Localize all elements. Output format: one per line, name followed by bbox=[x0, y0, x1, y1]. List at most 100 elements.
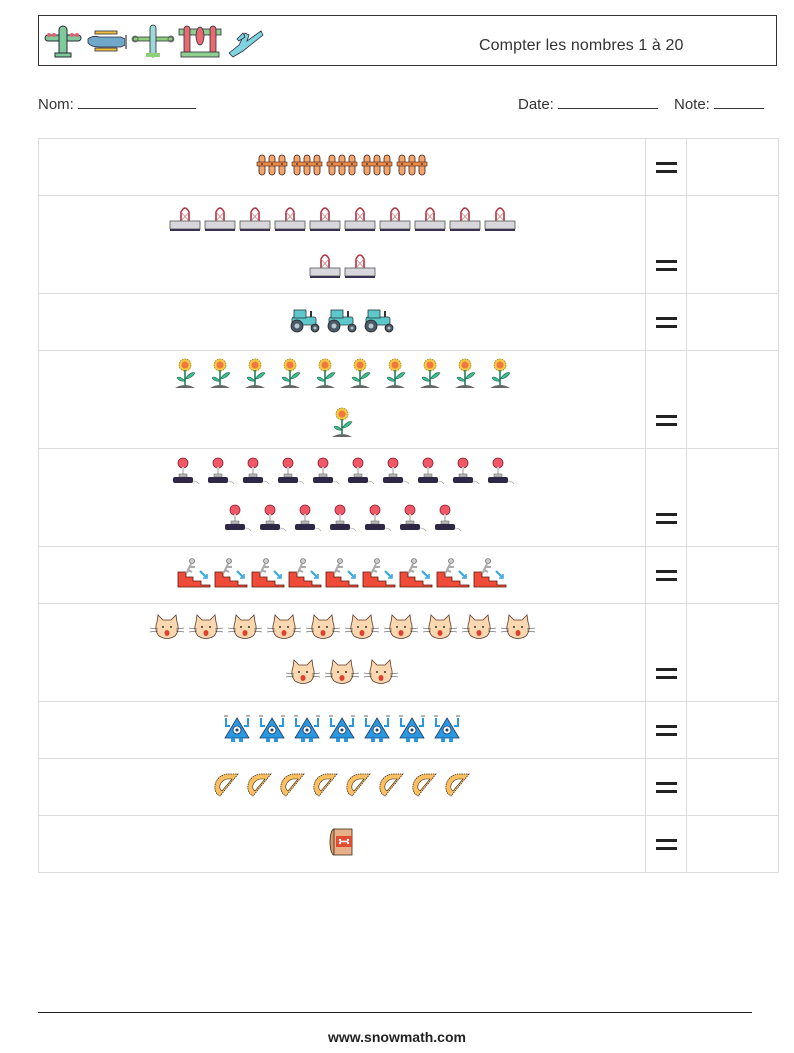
equals-cell bbox=[645, 815, 687, 873]
protractor-icon bbox=[377, 771, 407, 804]
joystick-icon bbox=[484, 457, 516, 492]
sunflower-icon bbox=[484, 357, 516, 394]
equals-cell bbox=[645, 448, 687, 547]
cat-face-icon bbox=[324, 658, 360, 692]
sunflower-icon bbox=[169, 357, 201, 394]
binder-clip-icon bbox=[344, 204, 376, 239]
protractor-icon bbox=[443, 771, 473, 804]
airplane-green-icon bbox=[43, 23, 83, 59]
picture-line bbox=[39, 307, 645, 338]
note-line[interactable] bbox=[713, 94, 764, 109]
note-field: Note: bbox=[674, 94, 764, 113]
answer-cell[interactable] bbox=[686, 603, 779, 702]
joystick-icon bbox=[239, 457, 271, 492]
joystick-icon bbox=[361, 504, 393, 539]
equals-cell bbox=[645, 195, 687, 294]
picture-cell bbox=[38, 758, 646, 816]
answer-cell[interactable] bbox=[686, 815, 779, 873]
joystick-icon bbox=[291, 504, 323, 539]
tractor-icon bbox=[362, 307, 396, 338]
date-label: Date: bbox=[518, 96, 554, 113]
equals-sign bbox=[655, 834, 677, 855]
picture-cell bbox=[38, 138, 646, 196]
equals-sign bbox=[655, 508, 677, 529]
picture-cell bbox=[38, 448, 646, 547]
equals-sign bbox=[655, 157, 677, 178]
picture-line bbox=[39, 457, 645, 492]
joystick-icon bbox=[326, 504, 358, 539]
table-row bbox=[38, 195, 779, 294]
binder-clip-icon bbox=[204, 204, 236, 239]
equals-cell bbox=[645, 138, 687, 196]
cat-face-icon bbox=[305, 613, 341, 647]
sunflower-icon bbox=[239, 357, 271, 394]
picture-line bbox=[39, 712, 645, 749]
biplane-blue-icon bbox=[85, 23, 129, 59]
answer-cell[interactable] bbox=[686, 350, 779, 449]
jet-plane-icon bbox=[225, 23, 265, 59]
stairs-down-icon bbox=[177, 557, 211, 593]
picture-line bbox=[39, 153, 645, 182]
equals-cell bbox=[645, 350, 687, 449]
stairs-down-icon bbox=[399, 557, 433, 593]
equals-sign bbox=[655, 255, 677, 276]
sunflower-icon bbox=[379, 357, 411, 394]
fence-icon bbox=[256, 153, 288, 182]
binder-clip-icon bbox=[239, 204, 271, 239]
equals-sign bbox=[655, 777, 677, 798]
answer-cell[interactable] bbox=[686, 758, 779, 816]
answer-cell[interactable] bbox=[686, 448, 779, 547]
joystick-icon bbox=[414, 457, 446, 492]
equals-sign bbox=[655, 565, 677, 586]
joystick-icon bbox=[169, 457, 201, 492]
cat-face-icon bbox=[344, 613, 380, 647]
picture-cell bbox=[38, 815, 646, 873]
fence-icon bbox=[361, 153, 393, 182]
joystick-icon bbox=[309, 457, 341, 492]
fence-icon bbox=[396, 153, 428, 182]
answer-cell[interactable] bbox=[686, 195, 779, 294]
protractor-icon bbox=[212, 771, 242, 804]
equals-cell bbox=[645, 758, 687, 816]
picture-line bbox=[39, 557, 645, 593]
robot-icon bbox=[396, 712, 428, 749]
equals-cell bbox=[645, 701, 687, 759]
robot-icon bbox=[361, 712, 393, 749]
answer-cell[interactable] bbox=[686, 701, 779, 759]
picture-cell bbox=[38, 350, 646, 449]
equals-sign bbox=[655, 663, 677, 684]
cat-face-icon bbox=[188, 613, 224, 647]
cat-face-icon bbox=[422, 613, 458, 647]
picture-line bbox=[39, 826, 645, 863]
table-row bbox=[38, 758, 779, 816]
joystick-icon bbox=[274, 457, 306, 492]
robot-icon bbox=[256, 712, 288, 749]
protractor-icon bbox=[311, 771, 341, 804]
binder-clip-icon bbox=[484, 204, 516, 239]
cat-face-icon bbox=[500, 613, 536, 647]
pet-food-can-icon bbox=[328, 826, 356, 863]
sunflower-icon bbox=[414, 357, 446, 394]
binder-clip-icon bbox=[274, 204, 306, 239]
answer-cell[interactable] bbox=[686, 546, 779, 604]
propeller-plane-icon bbox=[131, 23, 175, 59]
picture-line bbox=[39, 771, 645, 804]
equals-cell bbox=[645, 546, 687, 604]
picture-line bbox=[39, 658, 645, 692]
equals-cell bbox=[645, 293, 687, 351]
binder-clip-icon bbox=[344, 251, 376, 286]
equals-sign bbox=[655, 720, 677, 741]
joystick-icon bbox=[449, 457, 481, 492]
name-label: Nom: bbox=[38, 96, 74, 113]
robot-icon bbox=[221, 712, 253, 749]
fence-icon bbox=[326, 153, 358, 182]
equals-sign bbox=[655, 410, 677, 431]
name-line[interactable] bbox=[77, 94, 196, 109]
answer-cell[interactable] bbox=[686, 138, 779, 196]
date-line[interactable] bbox=[557, 94, 658, 109]
robot-icon bbox=[431, 712, 463, 749]
sunflower-icon bbox=[274, 357, 306, 394]
answer-cell[interactable] bbox=[686, 293, 779, 351]
name-field: Nom: bbox=[38, 94, 196, 113]
table-row bbox=[38, 603, 779, 702]
